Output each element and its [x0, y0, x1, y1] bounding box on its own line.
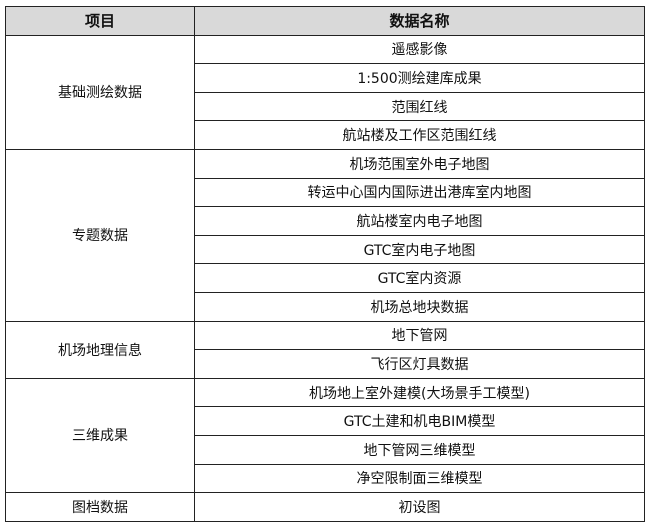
data-name-cell: 转运中心国内国际进出港库室内地图	[194, 177, 645, 208]
table-row: 转运中心国内国际进出港库室内地图	[6, 177, 645, 208]
table-row: 1:500测绘建库成果	[6, 63, 645, 93]
data-name-cell: GTC土建和机电BIM模型	[194, 406, 645, 436]
data-name-cell: 地下管网	[194, 320, 645, 351]
category-cell: 机场地理信息	[5, 320, 195, 379]
data-name-cell: 地下管网三维模型	[194, 434, 645, 465]
data-name-cell: 航站楼及工作区范围红线	[194, 120, 645, 150]
category-cell: 三维成果	[5, 377, 195, 494]
table-row: 航站楼室内电子地图	[6, 206, 645, 236]
table-row: 基础测绘数据 遥感影像	[5, 34, 645, 150]
table-row: 地下管网三维模型	[6, 434, 645, 465]
table-row: GTC土建和机电BIM模型	[6, 406, 645, 436]
data-name-cell: 航站楼室内电子地图	[194, 206, 645, 236]
table-row: 机场总地块数据	[6, 291, 645, 322]
data-name-cell: 1:500测绘建库成果	[194, 63, 645, 93]
table-row: 范围红线	[6, 91, 645, 122]
table-row: 专题数据 机场范围室外电子地图	[5, 148, 645, 322]
data-name-cell: 机场地上室外建模(大场景手工模型)	[194, 377, 645, 408]
data-name-cell: 机场总地块数据	[194, 291, 645, 322]
header-row: 项目 数据名称	[5, 6, 645, 36]
data-name-cell: 初设图	[194, 492, 645, 522]
table-row: GTC室内资源	[6, 263, 645, 293]
table-row: 机场地理信息 地下管网	[5, 320, 645, 379]
data-name-cell: 机场范围室外电子地图	[194, 148, 645, 179]
category-cell: 图档数据	[5, 492, 195, 522]
table-body: 基础测绘数据 遥感影像 1:500测绘建库成果 范围红线 航站楼及工作区范围红线 专题数据…	[5, 34, 645, 522]
data-table: 项目 数据名称 基础测绘数据 遥感影像 1:500测绘建库成果 范围红线 航站楼及工作区…	[5, 6, 645, 522]
category-cell: 专题数据	[5, 148, 195, 322]
data-name-cell: 范围红线	[194, 91, 645, 122]
data-name-cell: 净空限制面三维模型	[194, 463, 645, 494]
category-cell: 基础测绘数据	[5, 34, 195, 150]
table-row: 三维成果 机场地上室外建模(大场景手工模型)	[5, 377, 645, 494]
table-row: 图档数据 初设图	[5, 492, 645, 522]
header-data-name: 数据名称	[194, 6, 645, 36]
data-name-cell: GTC室内电子地图	[194, 234, 645, 265]
data-name-cell: 遥感影像	[194, 34, 645, 65]
header-item: 项目	[5, 6, 195, 36]
data-name-cell: 飞行区灯具数据	[194, 349, 645, 379]
table-row: 净空限制面三维模型	[6, 463, 645, 494]
table-row: 飞行区灯具数据	[6, 349, 645, 379]
table-row: GTC室内电子地图	[6, 234, 645, 265]
data-name-cell: GTC室内资源	[194, 263, 645, 293]
